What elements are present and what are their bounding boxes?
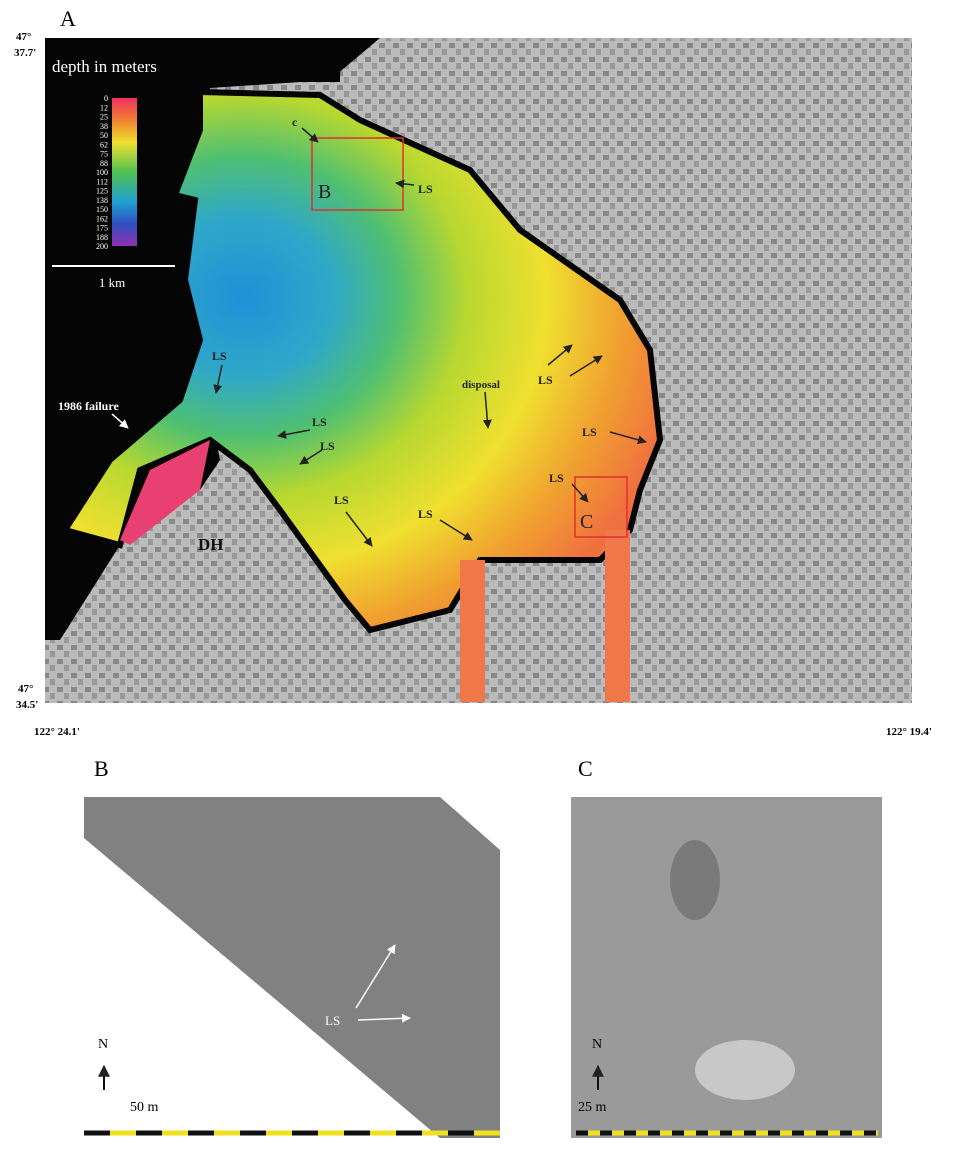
annotation: LS — [312, 415, 327, 429]
colorbar-tick-label: 88 — [100, 159, 108, 168]
north-label: N — [592, 1037, 602, 1052]
annotation: LS — [320, 439, 335, 453]
annotation: LS — [538, 373, 553, 387]
annotation: disposal — [462, 379, 500, 391]
colorbar-tick-label: 150 — [96, 205, 108, 214]
annotation: 1986 failure — [58, 399, 119, 413]
annotation: LS — [549, 471, 564, 485]
panel-label: C — [578, 756, 593, 781]
colorbar-tick-label: 175 — [96, 224, 108, 233]
annotation: LS — [582, 425, 597, 439]
legend-title: depth in meters — [52, 57, 157, 76]
scale-label: 25 m — [578, 1100, 607, 1115]
panel-label: B — [94, 756, 109, 781]
annotation: LS — [418, 182, 433, 196]
north-label: N — [98, 1037, 108, 1052]
coordinate: 47° — [18, 683, 33, 695]
scale-label: 1 km — [99, 275, 125, 290]
scale-label: 50 m — [130, 1100, 159, 1115]
colorbar-tick-label: 0 — [104, 94, 108, 103]
colorbar-tick-label: 25 — [100, 113, 108, 122]
coordinate: 122° 19.4' — [886, 726, 932, 738]
colorbar-tick-label: 188 — [96, 233, 108, 242]
colorbar-tick-label: 112 — [96, 177, 108, 186]
colorbar-tick-label: 62 — [100, 140, 108, 149]
colorbar-tick-label: 125 — [96, 187, 108, 196]
coordinate: 37.7' — [14, 47, 36, 59]
annotation: B — [318, 181, 331, 203]
relief-feature — [695, 1040, 795, 1100]
annotation: LS — [212, 349, 227, 363]
colorbar-tick-label: 100 — [96, 168, 108, 177]
colorbar-tick-label: 12 — [100, 103, 108, 112]
colorbar-tick-label: 38 — [100, 122, 108, 131]
colorbar-tick-label: 200 — [96, 242, 108, 251]
figure: A depth in meters 0122538506275881001121… — [0, 0, 956, 1153]
colorbar-tick-label: 75 — [100, 150, 108, 159]
colorbar — [112, 98, 137, 246]
colorbar-tick-label: 50 — [100, 131, 108, 140]
colorbar-tick-label: 138 — [96, 196, 108, 205]
annotation: LS — [418, 507, 433, 521]
annotation: C — [580, 511, 593, 533]
colorbar-tick-label: 162 — [96, 214, 108, 223]
coordinate: 34.5' — [16, 699, 38, 711]
coordinate: 122° 24.1' — [34, 726, 80, 738]
annotation: c — [292, 115, 298, 129]
panel-label: A — [60, 6, 76, 31]
annotation: DH — [198, 535, 224, 554]
annotation: LS — [334, 493, 349, 507]
annotation: LS — [325, 1013, 340, 1028]
pier — [605, 530, 630, 702]
coordinate: 47° — [16, 31, 31, 43]
relief-feature — [670, 840, 720, 920]
pier — [460, 560, 485, 702]
